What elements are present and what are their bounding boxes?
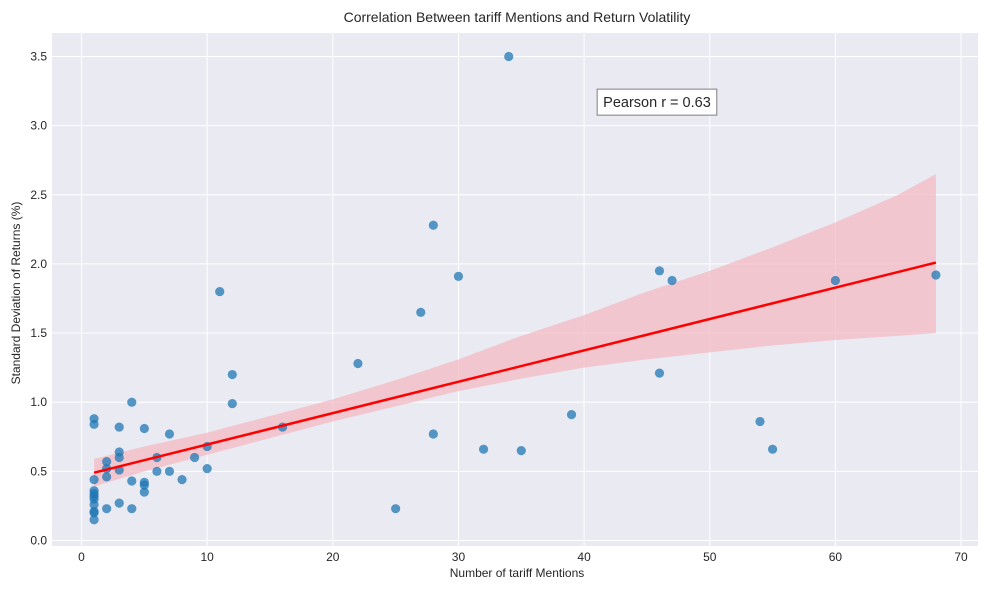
data-point bbox=[215, 286, 225, 297]
data-point bbox=[114, 452, 124, 463]
data-point bbox=[89, 475, 99, 485]
data-point bbox=[114, 498, 124, 508]
y-tick-labels: 0.0 0.5 1.0 1.5 2.0 2.5 3.0 3.5 bbox=[30, 50, 47, 548]
data-point bbox=[767, 444, 778, 454]
y-tick-label: 0.0 bbox=[30, 533, 47, 547]
annotation-layer: Pearson r = 0.63 bbox=[596, 88, 718, 116]
annotation-box bbox=[596, 88, 718, 116]
data-point bbox=[391, 504, 401, 514]
x-tick-label: 10 bbox=[200, 550, 214, 564]
confidence-band-layer bbox=[94, 174, 936, 487]
y-tick-label: 3.5 bbox=[30, 50, 47, 64]
data-point bbox=[654, 266, 665, 276]
data-point bbox=[478, 444, 489, 454]
data-point bbox=[416, 307, 426, 317]
data-point bbox=[177, 475, 187, 485]
data-point bbox=[127, 504, 137, 514]
data-point bbox=[102, 457, 112, 467]
x-tick-label: 20 bbox=[326, 550, 340, 564]
data-point bbox=[190, 452, 200, 463]
data-point bbox=[89, 515, 99, 525]
x-tick-label: 50 bbox=[703, 550, 717, 564]
data-point bbox=[164, 429, 175, 439]
data-point bbox=[453, 271, 464, 281]
y-axis-label: Standard Deviation of Returns (%) bbox=[9, 202, 23, 385]
data-point bbox=[830, 275, 840, 286]
x-tick-labels: 0 10 20 30 40 50 60 70 bbox=[78, 550, 968, 564]
data-point bbox=[516, 445, 526, 456]
confidence-band bbox=[94, 174, 936, 487]
y-tick-label: 3.0 bbox=[30, 119, 47, 133]
x-tick-label: 60 bbox=[829, 550, 843, 564]
data-point bbox=[227, 398, 237, 409]
grid-lines bbox=[52, 33, 978, 546]
data-point bbox=[139, 423, 149, 434]
data-point bbox=[931, 270, 941, 280]
regression-line bbox=[93, 261, 937, 474]
data-point bbox=[89, 499, 99, 510]
data-point bbox=[102, 504, 112, 514]
data-point bbox=[102, 472, 112, 482]
data-point bbox=[114, 422, 124, 432]
x-axis-label: Number of tariff Mentions bbox=[450, 566, 585, 580]
y-tick-label: 2.5 bbox=[30, 188, 47, 202]
data-point bbox=[89, 508, 99, 518]
data-point bbox=[353, 358, 363, 369]
x-tick-label: 30 bbox=[452, 550, 466, 564]
data-point bbox=[139, 487, 149, 497]
data-point bbox=[755, 416, 765, 427]
annotation-text: Pearson r = 0.63 bbox=[603, 95, 711, 111]
x-tick-label: 40 bbox=[577, 550, 591, 564]
data-point bbox=[654, 368, 665, 378]
data-point bbox=[152, 466, 162, 476]
data-point bbox=[667, 275, 677, 286]
x-tick-label: 70 bbox=[954, 550, 968, 564]
data-point bbox=[89, 419, 99, 429]
y-tick-label: 2.0 bbox=[30, 257, 47, 271]
y-tick-label: 0.5 bbox=[30, 464, 47, 478]
y-tick-label: 1.5 bbox=[30, 326, 47, 340]
x-tick-label: 0 bbox=[78, 550, 85, 564]
data-point bbox=[127, 397, 137, 407]
y-tick-label: 1.0 bbox=[30, 395, 47, 409]
data-point bbox=[428, 220, 438, 230]
data-point bbox=[504, 51, 514, 62]
data-point bbox=[164, 466, 175, 476]
data-point bbox=[127, 476, 137, 486]
data-point bbox=[139, 480, 149, 490]
data-point bbox=[566, 410, 577, 420]
data-point bbox=[227, 369, 237, 380]
chart-title: Correlation Between tariff Mentions and … bbox=[344, 9, 691, 25]
data-point bbox=[202, 463, 212, 474]
data-point bbox=[428, 429, 438, 439]
pearson-annotation: Pearson r = 0.63 bbox=[596, 88, 718, 116]
regression-line-layer bbox=[93, 261, 937, 474]
